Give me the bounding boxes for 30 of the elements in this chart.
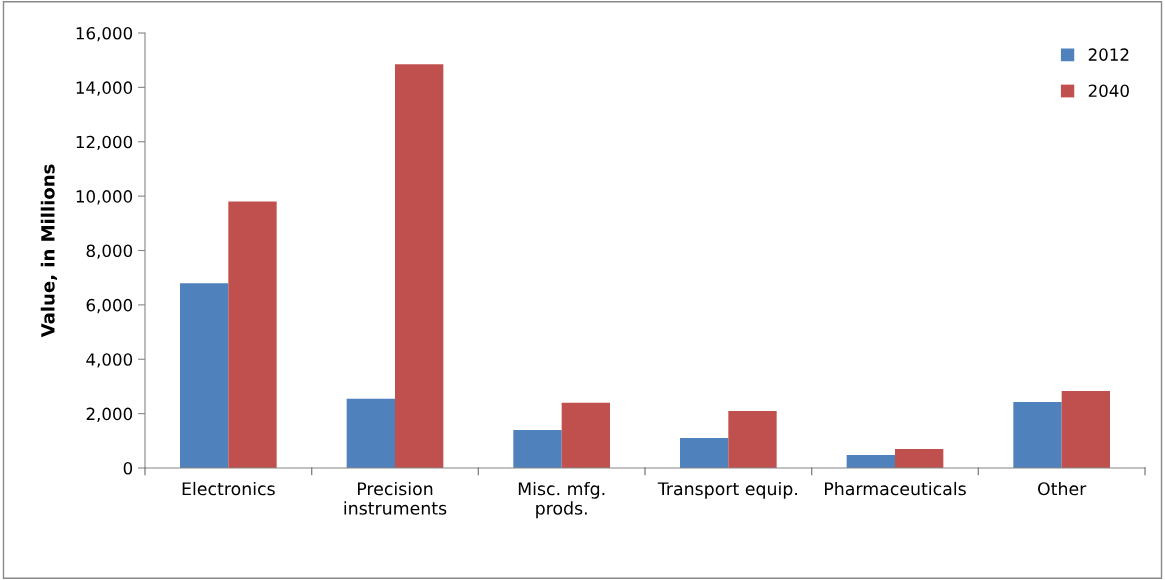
bar: [728, 410, 777, 468]
bar: [846, 454, 895, 468]
x-tick-label: Misc. mfg. prods.: [518, 481, 605, 519]
x-tick-label: Transport equip.: [657, 481, 797, 499]
y-tick-label: 10,000: [76, 190, 133, 205]
bar: [228, 201, 277, 468]
bar: [346, 398, 395, 468]
legend-label: 2012: [1088, 48, 1129, 61]
y-tick-label: 2,000: [86, 407, 133, 422]
bar: [895, 448, 944, 468]
y-tick-label: 4,000: [86, 353, 133, 368]
bar: [180, 283, 229, 468]
y-tick-label: 12,000: [76, 135, 133, 151]
y-axis-title: Value, in Millions: [40, 164, 58, 338]
y-tick-label: 8,000: [86, 244, 133, 259]
x-tick-label: Pharmaceuticals: [825, 481, 966, 496]
bar: [1013, 401, 1062, 468]
y-tick-label: 14,000: [76, 81, 133, 96]
bar: [513, 429, 562, 468]
x-tick-label: Electronics: [182, 481, 275, 496]
x-tick-label: Other: [1037, 481, 1087, 496]
bar: [395, 64, 444, 468]
y-tick-label: 6,000: [86, 298, 133, 314]
bar: [1061, 391, 1110, 468]
y-tick-label: 0: [123, 461, 133, 475]
bar: [561, 402, 610, 468]
bar: [680, 438, 729, 468]
y-tick-label: 16,000: [76, 26, 133, 42]
x-tick-label: Precision instruments: [344, 481, 447, 515]
legend-label: 2040: [1088, 84, 1129, 98]
